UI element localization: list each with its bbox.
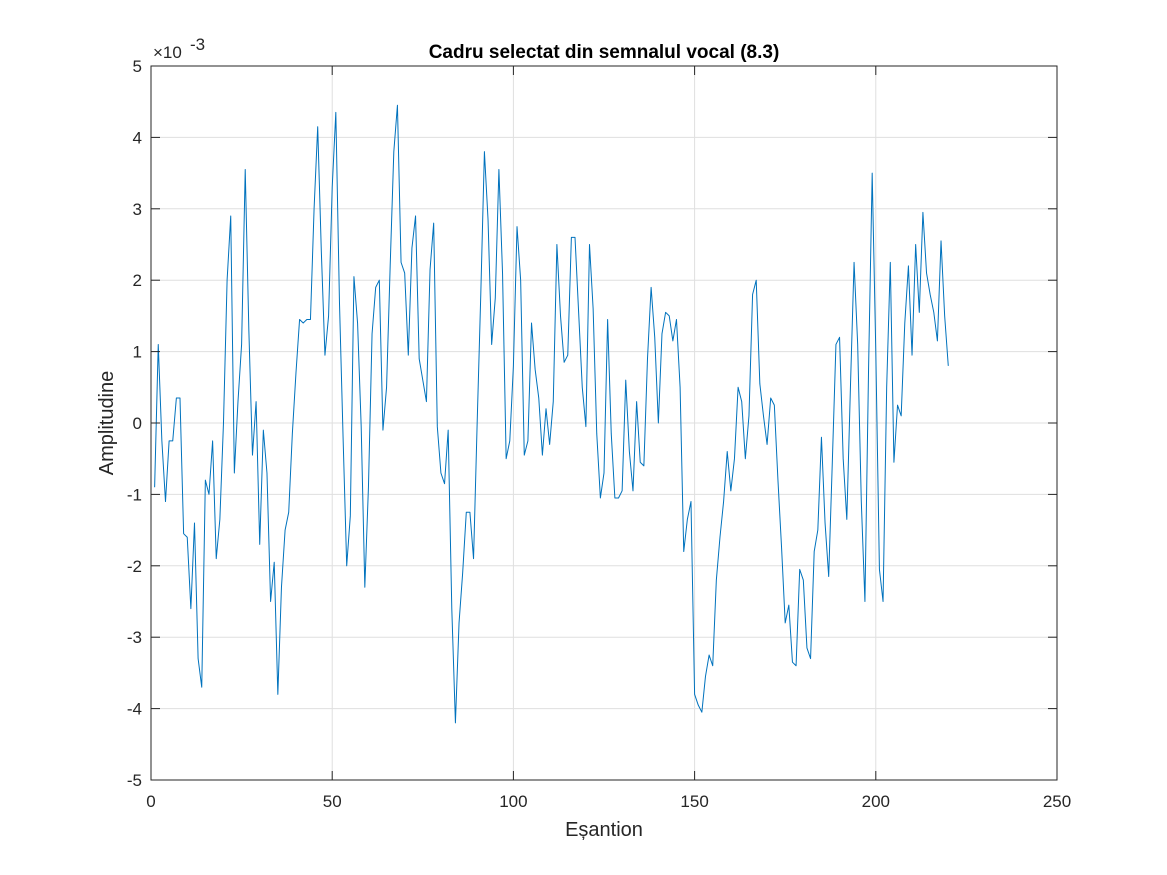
y-tick-label: -5 [127,771,142,790]
y-multiplier-exponent: -3 [190,35,205,54]
y-tick-label: 0 [133,414,142,433]
series-line [154,104,949,724]
y-tick-label: -4 [127,700,142,719]
y-tick-label: -1 [127,485,142,504]
tick-labels: 0 50 100 150 200 250 -5 -4 -3 -2 -1 0 1 2 3 4 5 [127,57,1071,811]
y-tick-label: 5 [133,57,142,76]
y-tick-label: 2 [133,271,142,290]
x-tick-label: 250 [1043,792,1071,811]
y-multiplier-base: ×10 [153,43,182,62]
x-tick-label: 0 [146,792,155,811]
ticks [150,65,1058,781]
y-axis-label: Amplitudine [96,371,118,476]
x-axis-label: Eșantion [565,819,643,841]
y-tick-label: 1 [133,343,142,362]
y-tick-label: -3 [127,628,142,647]
chart-title: Cadru selectat din semnalul vocal (8.3) [429,42,780,63]
x-tick-label: 200 [862,792,890,811]
y-tick-label: 3 [133,200,142,219]
x-tick-label: 150 [680,792,708,811]
y-tick-label: 4 [133,128,142,147]
x-tick-label: 50 [323,792,342,811]
x-tick-label: 100 [499,792,527,811]
y-tick-label: -2 [127,557,142,576]
